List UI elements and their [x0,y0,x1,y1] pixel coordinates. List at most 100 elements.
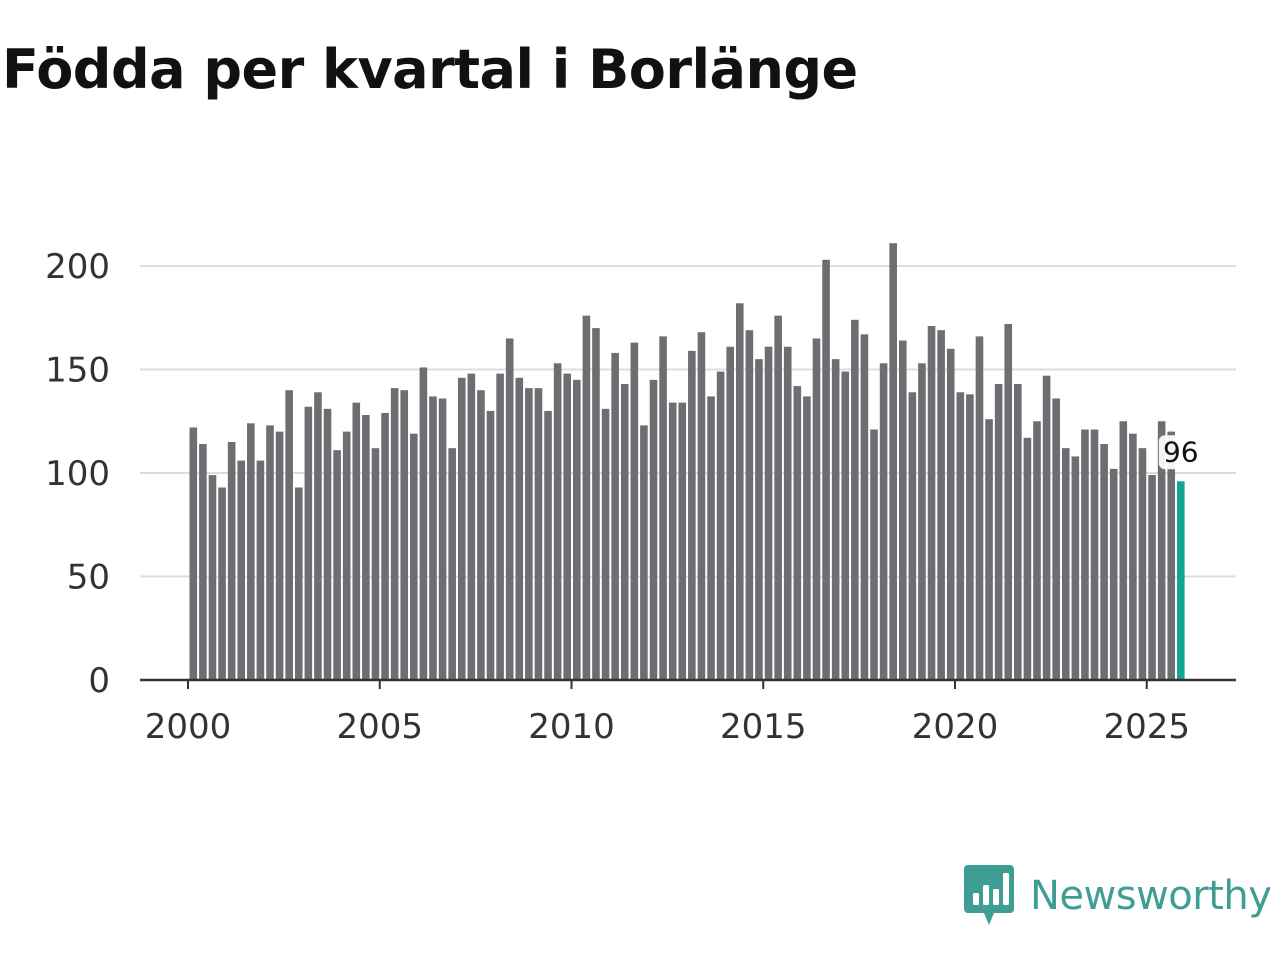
bar [448,448,456,680]
data-labels: 96 [1158,435,1203,470]
data-label-background [1158,435,1203,470]
bar [879,363,888,680]
bar [1081,429,1089,680]
bar [438,398,447,680]
bar [927,326,936,680]
bar [735,303,744,680]
bar [208,475,217,680]
bar [764,346,773,680]
bar [486,410,495,680]
bar [496,373,504,680]
y-tick-label-50: 50 [67,558,110,598]
bar [189,427,198,680]
bar [1014,383,1022,680]
bar [275,431,284,680]
bar [716,371,725,680]
bar [525,388,533,680]
bar [352,402,361,680]
bar [707,396,715,680]
x-tick-label-2020: 2020 [912,707,999,747]
bar [477,390,485,680]
bar [371,448,380,680]
bar [870,429,878,680]
bar [563,373,572,680]
y-tick-label-200: 200 [45,247,110,287]
bar [946,348,955,680]
brand-name: Newsworthy [1030,873,1272,919]
bar [1061,448,1070,680]
bar [573,379,581,680]
bar [860,334,869,680]
bar [1023,437,1032,680]
axes: 0 50 100 150 200 2000 2005 2010 2015 2020 2025 [45,247,1236,747]
bar [410,433,418,680]
bar [1109,468,1118,680]
bar [333,450,341,680]
bar [247,423,255,680]
bar [1090,429,1099,680]
bar [640,425,648,680]
bar [841,371,850,680]
bar [898,340,907,680]
x-tick-label-2025: 2025 [1103,707,1190,747]
y-tick-label-100: 100 [45,454,110,494]
bar [975,336,984,680]
y-tick-label-150: 150 [45,351,110,391]
bar [956,392,965,680]
bar [218,487,226,680]
bar-highlight [1177,481,1185,680]
bar [966,394,974,680]
bar [822,259,830,680]
bar [774,315,782,680]
bar [649,379,658,680]
bar [304,406,313,680]
bar [534,388,543,680]
newsworthy-logo: Newsworthy [964,864,1272,928]
x-tick-label-2000: 2000 [145,707,232,747]
bar [601,408,610,680]
bar [755,359,763,680]
bar [544,410,552,680]
bar [659,336,667,680]
bar [429,396,437,680]
bar [582,315,591,680]
bar [831,359,840,680]
bar [457,377,466,680]
bar [697,332,706,680]
bar [745,330,754,680]
newsworthy-chart-icon [964,865,1014,925]
bar [592,328,600,680]
x-tick-label-2010: 2010 [528,707,615,747]
bar [783,346,792,680]
bar [620,383,629,680]
bar [266,425,274,680]
bar [668,402,677,680]
bar [1119,421,1128,680]
bar [400,390,409,680]
data-label-last: 96 [1163,435,1199,468]
bar [227,441,236,680]
bar [937,330,945,680]
x-tick-label-2015: 2015 [720,707,807,747]
bar [1033,421,1041,680]
bar [419,367,428,680]
bar [390,388,399,680]
bar [256,460,265,680]
bar [285,390,293,680]
bar [611,352,619,680]
bar [314,392,322,680]
bar [1167,431,1176,680]
bar [1052,398,1060,680]
x-tick-label-2005: 2005 [336,707,423,747]
bar [1129,433,1137,680]
bar [1100,444,1108,680]
bar [803,396,811,680]
bar [918,363,926,680]
bar [342,431,351,680]
bar [726,346,734,680]
chart-title: Födda per kvartal i Borlänge [2,38,858,101]
bar [630,342,639,680]
bar [678,402,687,680]
bar [812,338,821,680]
bar [1071,456,1080,680]
